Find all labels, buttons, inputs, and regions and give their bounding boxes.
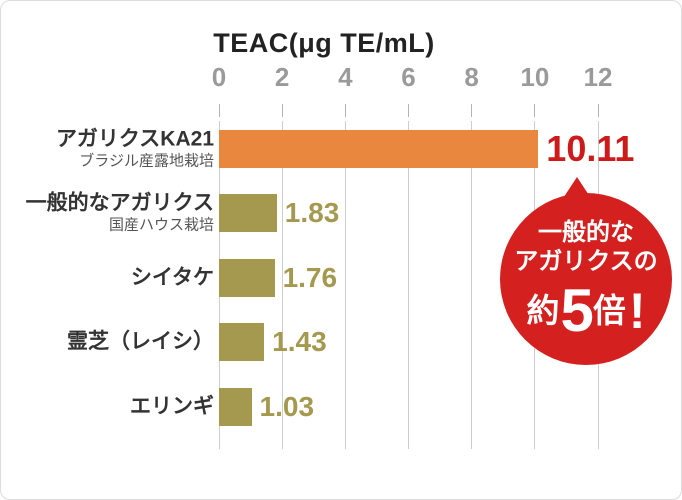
bar-3: [219, 258, 275, 297]
badge-multiplier: 約 5 倍 !: [526, 276, 646, 344]
x-gridline: [408, 121, 409, 449]
row-label: シイタケ: [1, 266, 214, 290]
badge-text-line1: 一般的な: [538, 218, 634, 246]
row-label-main: エリンギ: [130, 394, 214, 418]
bar-4: [219, 323, 265, 362]
x-tick-mark: [408, 104, 409, 117]
x-tick-label: 2: [274, 62, 290, 92]
x-tick-label: 8: [464, 62, 479, 92]
x-tick-label: 10: [520, 62, 550, 92]
badge-multiplier-number: 5: [560, 276, 593, 344]
x-gridline: [471, 121, 473, 449]
row-label-main: 霊芝（レイシ）: [67, 330, 214, 354]
bar-value-label: 1.43: [272, 326, 327, 358]
x-tick-label: 4: [338, 62, 353, 92]
row-label-main: アガリクスKA21: [55, 127, 214, 151]
row-label-main: 一般的なアガリクス: [25, 191, 214, 215]
row-label-sub: ブラジル産露地栽培: [79, 152, 214, 170]
bar-value-label: 1.03: [259, 390, 315, 422]
x-gridline: [281, 121, 283, 449]
bar-5: [219, 387, 252, 426]
row-label-main: シイタケ: [130, 265, 214, 289]
badge-approx-char: 約: [526, 292, 560, 329]
row-label: 一般的なアガリクス 国産ハウス栽培: [1, 192, 214, 235]
badge-unit-char: 倍: [592, 292, 626, 329]
x-tick-label: 6: [401, 62, 416, 92]
row-label: エリンギ: [1, 395, 214, 419]
x-gridline: [344, 121, 346, 449]
x-tick-mark: [218, 104, 220, 117]
callout-badge: 一般的な アガリクスの 約 5 倍 !: [500, 193, 672, 365]
bar-value-label: 10.11: [546, 128, 635, 169]
x-tick-label: 12: [583, 62, 613, 92]
x-tick-mark: [344, 104, 346, 117]
chart-title: TEAC(μg TE/mL): [213, 28, 435, 58]
bar-value-label: 1.83: [284, 197, 340, 229]
bar-1: [219, 130, 539, 168]
row-label: アガリクスKA21 ブラジル産露地栽培: [1, 128, 214, 171]
x-tick-mark: [597, 104, 599, 117]
x-tick-mark: [534, 104, 536, 117]
x-tick-label: 0: [211, 62, 227, 92]
x-tick-mark: [471, 104, 473, 117]
badge-exclamation: !: [628, 282, 646, 339]
bar-2: [219, 194, 277, 233]
row-label: 霊芝（レイシ）: [1, 330, 214, 354]
row-label-sub: 国産ハウス栽培: [108, 216, 214, 234]
bar-value-label: 1.76: [282, 261, 338, 293]
x-tick-mark: [281, 104, 283, 117]
badge-text-line2: アガリクスの: [514, 247, 658, 275]
